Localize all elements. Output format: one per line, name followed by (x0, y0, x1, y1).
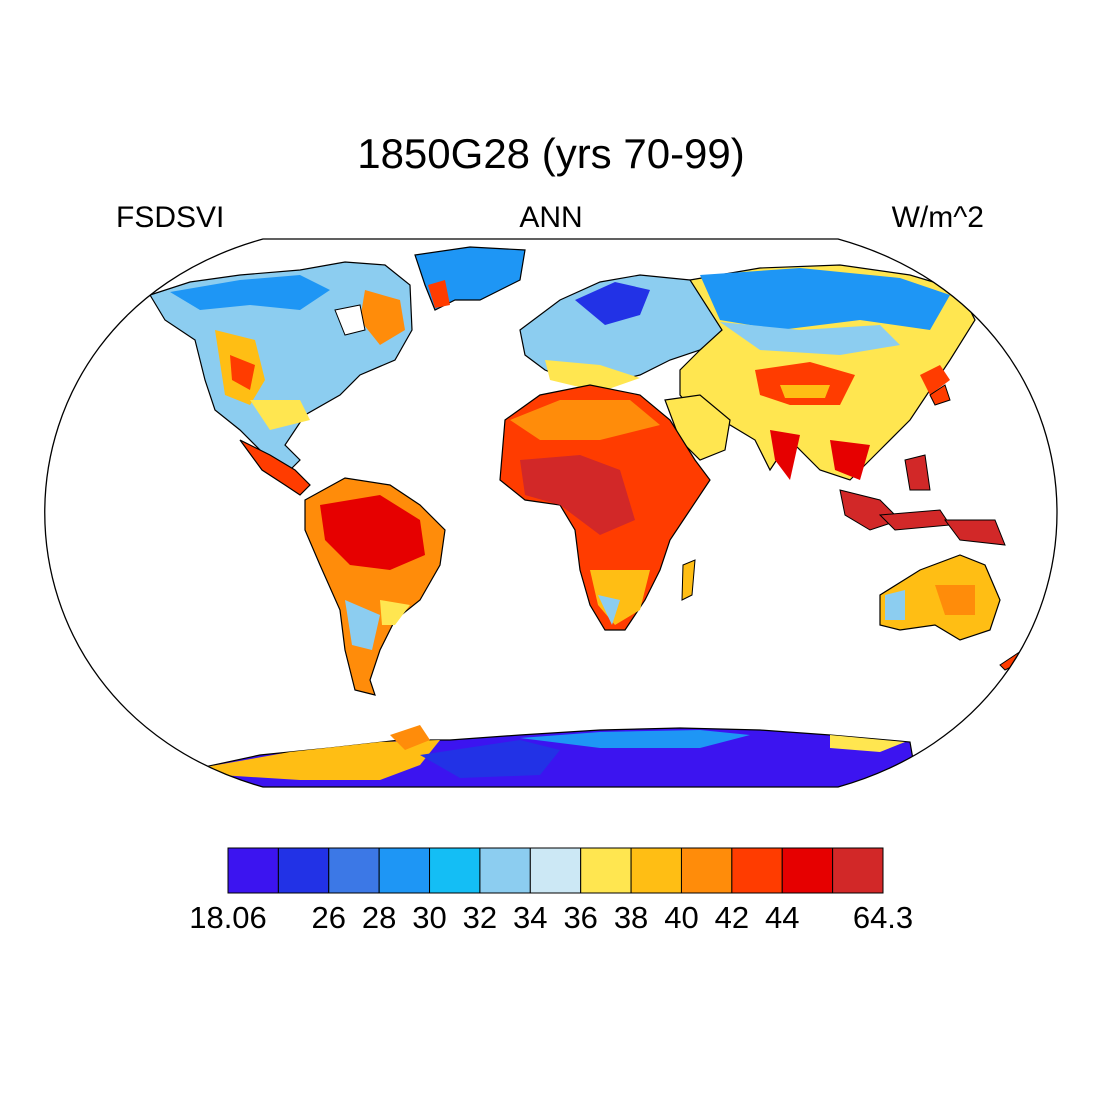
colorbar-swatch (580, 847, 632, 894)
greenland (414, 246, 526, 311)
colorbar-swatch (479, 847, 531, 894)
colorbar-tick-label: 40 (664, 900, 699, 935)
central-america (239, 439, 311, 496)
madagascar (681, 559, 696, 601)
colorbar-tick-label: 36 (563, 900, 598, 935)
colorbar-tick-label: 30 (412, 900, 447, 935)
colorbar-tick-label: 18.06 (189, 900, 267, 935)
variable-label: FSDSVI (116, 201, 225, 234)
colorbar-swatch (328, 847, 380, 894)
colorbar-swatch (832, 847, 884, 894)
colorbar-swatch (680, 847, 733, 894)
units-label: W/m^2 (891, 201, 984, 234)
colorbar-tick-label: 32 (462, 900, 498, 935)
colorbar-tick-label: 38 (613, 900, 649, 935)
map-frame (44, 238, 1058, 788)
land-field (149, 246, 1047, 787)
colorbar (227, 847, 884, 894)
japan (929, 384, 951, 406)
colorbar-swatch (227, 847, 279, 894)
map-title: 1850G28 (yrs 70-99) (357, 130, 745, 177)
season-label: ANN (519, 201, 583, 234)
colorbar-swatch (429, 847, 481, 894)
colorbar-tick-label: 26 (311, 900, 347, 935)
colorbar-swatch (277, 847, 330, 894)
colorbar-tick-label: 28 (361, 900, 397, 935)
colorbar-swatch (731, 847, 783, 894)
colorbar-tick-label: 64.3 (852, 900, 914, 935)
colorbar-tick-label: 44 (764, 900, 800, 935)
colorbar-tick-label: 42 (714, 900, 750, 935)
colorbar-swatch (630, 847, 682, 894)
colorbar-swatch (529, 847, 582, 894)
colorbar-tick-label: 34 (513, 900, 548, 935)
colorbar-swatch (781, 847, 834, 894)
new-zealand (999, 639, 1047, 671)
colorbar-swatch (378, 847, 431, 894)
